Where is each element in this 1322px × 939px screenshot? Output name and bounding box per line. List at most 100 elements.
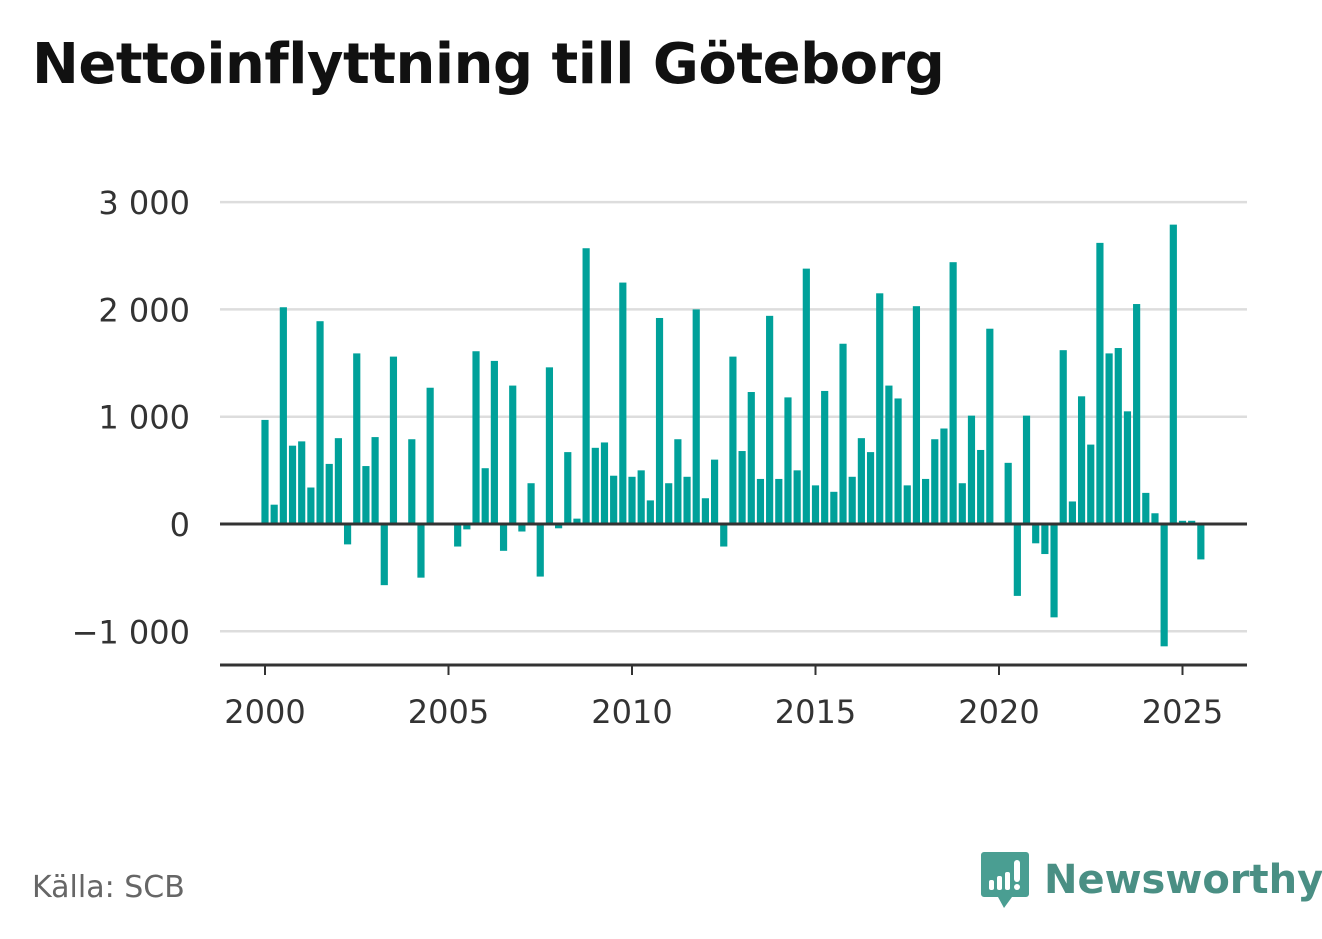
bar [555, 524, 563, 529]
y-tick-label: 2 000 [98, 291, 190, 329]
bar [747, 392, 755, 524]
bars [261, 224, 1205, 647]
bar [839, 343, 847, 524]
bar [738, 451, 746, 524]
bar [1096, 242, 1104, 524]
bar [1151, 513, 1159, 524]
bar [848, 476, 856, 524]
bar [1050, 524, 1058, 618]
chart-title: Nettoinflyttning till Göteborg [32, 32, 945, 97]
y-axis-tick-labels: −1 000 0 1 000 2 000 3 000 [72, 184, 190, 651]
bar [802, 268, 810, 524]
bar [940, 428, 948, 524]
bar [1188, 520, 1196, 524]
bar [977, 449, 985, 524]
bar [637, 470, 645, 524]
bar [922, 478, 930, 524]
bar [610, 475, 618, 524]
bar [1032, 524, 1040, 544]
bar [967, 415, 976, 524]
bar [692, 309, 700, 524]
bar [885, 385, 893, 524]
bar [362, 466, 370, 524]
bar [591, 447, 599, 524]
axes [220, 522, 1247, 667]
bar [1022, 415, 1031, 524]
bar [912, 306, 921, 524]
bar [931, 439, 939, 524]
x-axis-tick-labels: 2000 2005 2010 2015 2020 2025 [224, 665, 1223, 731]
bar [710, 459, 719, 524]
newsworthy-logo-icon [981, 852, 1029, 908]
bar [683, 476, 691, 524]
bar [527, 483, 535, 524]
y-tick-label: 1 000 [98, 399, 190, 437]
bar [288, 445, 297, 524]
y-tick-label: 3 000 [98, 184, 190, 222]
bar [729, 356, 737, 524]
x-tick-label: 2025 [1142, 693, 1223, 731]
bar [1142, 492, 1150, 524]
y-tick-label: −1 000 [72, 613, 190, 651]
bar [720, 524, 728, 547]
bar [1068, 501, 1076, 524]
bar [499, 524, 508, 551]
bar [949, 262, 957, 524]
bar [866, 452, 875, 524]
bar [784, 397, 792, 524]
x-tick-label: 2015 [775, 693, 856, 731]
bar [545, 367, 554, 524]
source-note: Källa: SCB [32, 870, 185, 905]
bar [270, 504, 278, 524]
newsworthy-brand: Newsworthy [980, 850, 1322, 910]
bar [316, 321, 324, 524]
bar [1197, 524, 1205, 560]
bar [472, 351, 480, 524]
bar [582, 248, 590, 524]
bar [986, 328, 994, 524]
bar [1013, 524, 1021, 596]
bar [766, 315, 774, 524]
bar [628, 476, 636, 524]
bar [564, 452, 572, 524]
bar [353, 353, 361, 524]
brand-name: Newsworthy [1044, 857, 1322, 903]
bar [793, 470, 801, 524]
bar [1133, 304, 1141, 524]
bar [380, 524, 388, 586]
bar [1004, 462, 1012, 524]
bar [857, 438, 865, 524]
bar [454, 524, 462, 547]
bar [600, 442, 609, 524]
x-tick-label: 2010 [591, 693, 672, 731]
bar [674, 439, 682, 524]
bar [958, 483, 966, 524]
bar [1123, 411, 1132, 524]
bar [775, 478, 783, 524]
bar [298, 441, 306, 524]
bar [655, 317, 664, 524]
bar [343, 524, 352, 545]
bar [509, 385, 517, 524]
bar [261, 419, 269, 524]
bar [811, 485, 820, 524]
bar [830, 491, 838, 524]
bar [894, 398, 902, 524]
bar [903, 485, 911, 524]
bar [389, 356, 398, 524]
bar [821, 390, 829, 524]
bar [619, 282, 627, 524]
bar [1169, 224, 1177, 524]
bar [756, 478, 765, 524]
bar [307, 487, 315, 524]
bar [1105, 353, 1113, 524]
bar [1041, 524, 1049, 555]
x-tick-label: 2005 [408, 693, 489, 731]
bar [1077, 396, 1086, 524]
bar [518, 524, 526, 532]
bar [876, 293, 884, 524]
bar [279, 307, 287, 524]
bar [408, 439, 416, 524]
bar [536, 524, 544, 577]
